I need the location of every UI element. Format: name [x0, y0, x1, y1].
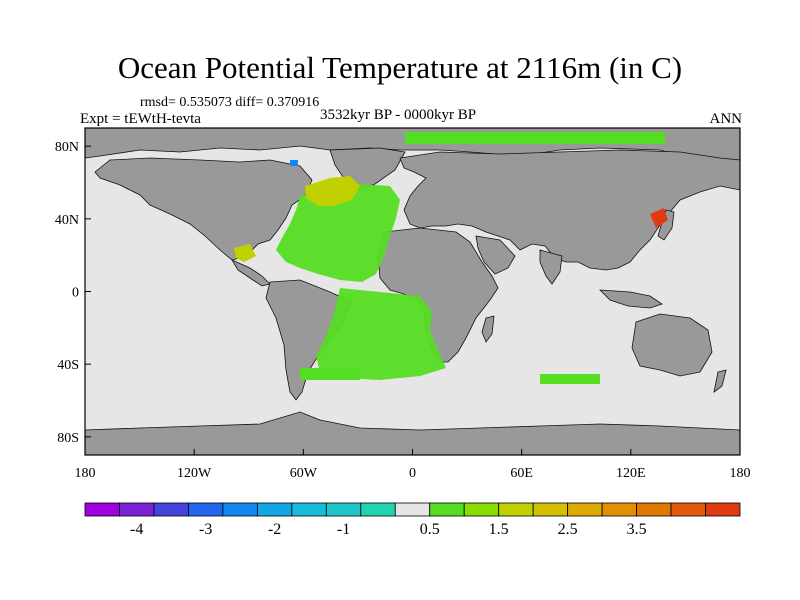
colorbar-label: -1	[337, 521, 350, 538]
colorbar-swatch	[532, 502, 569, 517]
colorbar-swatch	[188, 502, 224, 517]
colorbar-swatch	[705, 502, 741, 517]
colorbar-label: -4	[130, 521, 143, 538]
anomaly-north-atlantic	[276, 184, 400, 282]
colorbar-swatch	[84, 502, 120, 517]
x-axis: 180 120W 60W 0 60E 120E 180	[75, 449, 751, 481]
x-tick-label: 60E	[510, 466, 533, 481]
anomaly-southern-ocean-2	[540, 374, 600, 384]
experiment-text: Expt = tEWtH-tevta	[80, 111, 201, 127]
colorbar-swatch	[429, 502, 465, 517]
colorbar-swatch	[256, 502, 293, 517]
anomaly-labrador-sea	[305, 176, 360, 206]
eurasia	[399, 149, 740, 271]
india	[539, 249, 563, 285]
anomaly-sea-of-japan	[650, 208, 668, 228]
y-tick-label: 0	[72, 286, 79, 301]
colorbar-swatch	[636, 502, 672, 517]
colorbar-swatch	[463, 502, 500, 517]
new-zealand	[713, 369, 727, 393]
y-tick-label: 80N	[55, 140, 79, 155]
anomaly-south-atlantic	[316, 288, 446, 380]
x-tick-label: 120E	[616, 466, 646, 481]
colorbar-swatch	[291, 502, 327, 517]
colorbar-label: -3	[199, 521, 212, 538]
y-tick-label: 80S	[57, 431, 79, 446]
x-tick-label: 180	[75, 466, 96, 481]
australia	[631, 313, 713, 377]
colorbar-swatch	[153, 502, 189, 517]
anomaly-arctic	[405, 132, 665, 144]
colorbar-swatch	[394, 502, 431, 517]
colorbar-label: 3.5	[627, 521, 647, 538]
y-tick-label: 40N	[55, 213, 79, 228]
anomaly-southern-ocean-1	[300, 368, 360, 380]
map-layers	[85, 128, 740, 455]
colorbar-swatch	[670, 502, 706, 517]
colorbar-label: 0.5	[420, 521, 440, 538]
colorbar-label: 2.5	[558, 521, 578, 538]
y-tick-label: 40S	[57, 358, 79, 373]
stats-text: rmsd= 0.535073 diff= 0.370916	[140, 95, 320, 110]
x-tick-label: 180	[730, 466, 751, 481]
africa	[377, 227, 499, 363]
antarctica	[85, 411, 740, 455]
x-tick-label: 0	[409, 466, 416, 481]
anomaly-gulf-of-mexico	[234, 244, 256, 262]
anomaly-greenland-sea	[290, 160, 298, 166]
season-text: ANN	[709, 111, 743, 127]
colorbar-swatch	[325, 502, 362, 517]
map-title: Ocean Potential Temperature at 2116m (in…	[117, 50, 683, 85]
colorbar-swatch	[498, 502, 534, 517]
period-text: 3532kyr BP - 0000kyr BP	[320, 107, 477, 123]
colorbar: -4 -3 -2 -1 0.5 1.5 2.5 3.5	[84, 502, 741, 538]
colorbar-label: -2	[268, 521, 281, 538]
x-tick-label: 120W	[177, 466, 212, 481]
colorbar-label: 1.5	[489, 521, 509, 538]
colorbar-swatch	[360, 502, 396, 517]
madagascar	[481, 315, 495, 343]
colorbar-swatch	[119, 502, 155, 517]
y-axis: 80N 40N 0 40S 80S	[55, 140, 91, 446]
indonesia	[598, 289, 663, 309]
colorbar-swatch	[567, 502, 603, 517]
north-america	[94, 157, 313, 261]
colorbar-swatch	[222, 502, 258, 517]
central-america	[231, 259, 271, 287]
colorbar-swatch	[601, 502, 637, 517]
arabia	[475, 235, 516, 275]
x-tick-label: 60W	[290, 466, 318, 481]
